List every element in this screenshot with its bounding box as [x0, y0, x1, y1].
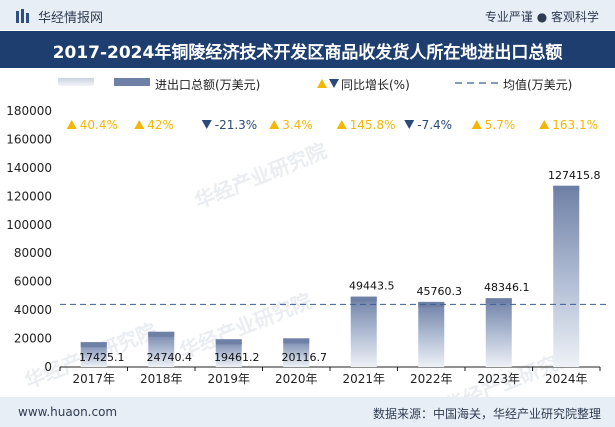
- bar-top-cap: [485, 298, 512, 304]
- growth-label: 145.8%: [350, 118, 396, 132]
- brand-name: 华经情报网: [38, 11, 104, 26]
- chart-title: 2017-2024年铜陵经济技术开发区商品收发货人所在地进出口总额: [52, 43, 563, 63]
- growth-up-triangle-icon: [66, 120, 77, 129]
- growth-label: 163.1%: [552, 118, 598, 132]
- growth-up-triangle-icon: [471, 120, 482, 129]
- growth-label: 42%: [147, 118, 174, 132]
- bar-chart: 0 20000 40000 60000 80000 100000 120000 140000 1…: [6, 104, 610, 386]
- bar-top-cap: [215, 339, 242, 345]
- y-tick-label: 20000: [14, 332, 52, 346]
- legend-fade-swatch: [58, 78, 94, 86]
- data-label: 45760.3: [417, 285, 463, 298]
- data-source: 数据来源：中国海关，华经产业研究院整理: [372, 407, 601, 421]
- x-tick-label: 2023年: [477, 372, 520, 386]
- bar-top-cap: [80, 342, 107, 348]
- bar-top-cap: [350, 296, 377, 302]
- y-tick-label: 100000: [6, 218, 52, 232]
- legend-up-triangle-icon: [317, 79, 327, 88]
- legend-bar-swatch: [114, 78, 150, 86]
- growth-label: 40.4%: [80, 118, 118, 132]
- x-axis: 2017年 2018年 2019年 2020年 2021年 2022年 2023年 2024年: [59, 367, 601, 386]
- legend-bar-label: 进出口总额(万美元): [155, 78, 261, 92]
- x-tick-label: 2020年: [275, 372, 318, 386]
- bar: [553, 185, 580, 367]
- y-tick-label: 0: [44, 360, 52, 374]
- growth-up-triangle-icon: [134, 120, 145, 129]
- growth-up-triangle-icon: [336, 120, 347, 129]
- bars: [80, 185, 580, 367]
- legend-growth-label: 同比增长(%): [341, 78, 410, 92]
- x-tick-label: 2021年: [342, 372, 385, 386]
- data-label: 127415.8: [548, 169, 601, 182]
- top-bar: 华经情报网 专业严谨 ● 客观科学: [0, 0, 615, 30]
- data-label: 20116.7: [282, 351, 328, 364]
- y-axis: 0 20000 40000 60000 80000 100000 120000 140000 1…: [6, 104, 600, 374]
- x-tick-label: 2019年: [207, 372, 250, 386]
- bar: [418, 301, 445, 367]
- legend-down-triangle-icon: [329, 79, 339, 88]
- bar: [350, 296, 377, 367]
- value-labels: 17425.1 24740.4 19461.2 20116.7 49443.5 45760…: [79, 169, 601, 364]
- bar-top-cap: [283, 338, 310, 344]
- data-label: 17425.1: [79, 351, 125, 364]
- huajing-logo-icon: [16, 9, 29, 23]
- legend: [58, 78, 498, 88]
- y-tick-label: 40000: [14, 303, 52, 317]
- bar: [148, 331, 175, 367]
- legend-mean-label: 均值(万美元): [503, 78, 573, 92]
- footer-site: www.huaon.com: [18, 405, 118, 419]
- footer: www.huaon.com 数据来源：中国海关，华经产业研究院整理: [0, 397, 615, 427]
- growth-label: -7.4%: [417, 118, 452, 132]
- title-bar: 2017-2024年铜陵经济技术开发区商品收发货人所在地进出口总额: [0, 31, 615, 68]
- y-tick-label: 160000: [6, 132, 52, 146]
- growth-label: 5.7%: [485, 118, 516, 132]
- growth-up-triangle-icon: [539, 120, 550, 129]
- bar-top-cap: [148, 331, 175, 337]
- y-tick-label: 80000: [14, 246, 52, 260]
- bar: [485, 298, 512, 367]
- x-tick-label: 2017年: [72, 372, 115, 386]
- x-tick-label: 2024年: [545, 372, 588, 386]
- y-tick-label: 120000: [6, 189, 52, 203]
- x-tick-label: 2018年: [140, 372, 183, 386]
- growth-down-triangle-icon: [201, 120, 212, 129]
- x-tick-label: 2022年: [410, 372, 453, 386]
- bar-top-cap: [553, 185, 580, 191]
- growth-down-triangle-icon: [404, 120, 415, 129]
- y-tick-label: 140000: [6, 161, 52, 175]
- growth-row: 40.4% 42% -21.3% 3.4% 145.8% -7.4% 5.7% 163.1%: [66, 118, 598, 132]
- growth-label: 3.4%: [282, 118, 313, 132]
- data-label: 19461.2: [214, 351, 260, 364]
- growth-label: -21.3%: [215, 118, 257, 132]
- data-label: 48346.1: [484, 281, 530, 294]
- y-tick-label: 180000: [6, 104, 52, 118]
- growth-up-triangle-icon: [269, 120, 280, 129]
- tagline: 专业严谨 ● 客观科学: [484, 10, 599, 24]
- data-label: 24740.4: [147, 351, 193, 364]
- y-tick-label: 60000: [14, 275, 52, 289]
- data-label: 49443.5: [349, 280, 395, 293]
